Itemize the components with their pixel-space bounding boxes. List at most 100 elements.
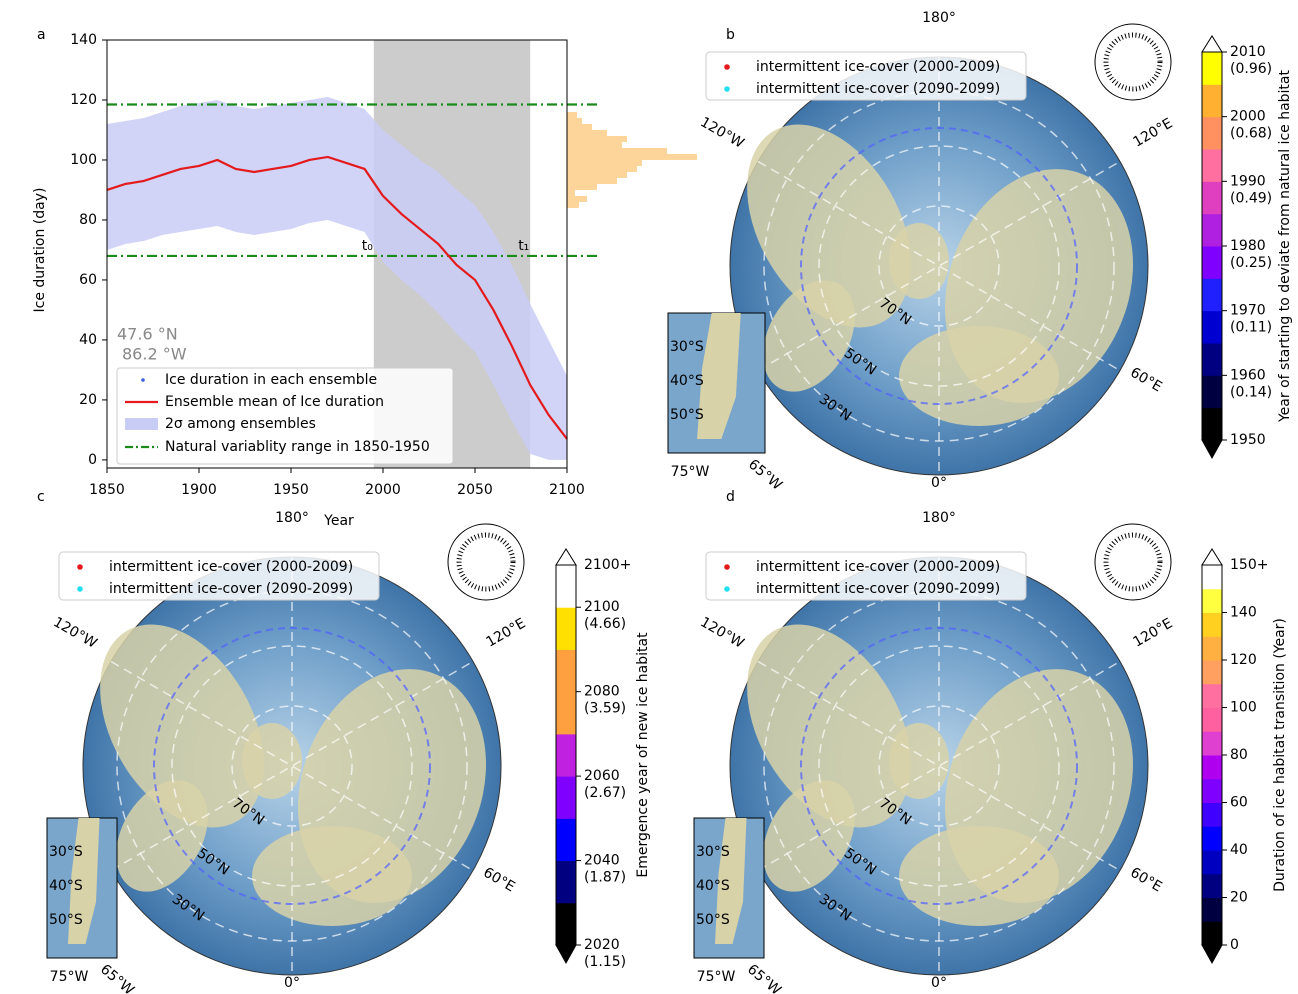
inset-lon-label: 65°W [745, 456, 785, 493]
colorbar-segment [1202, 565, 1222, 589]
legend-label: intermittent ice-cover (2000-2009) [756, 559, 1000, 575]
hist-bar [567, 154, 697, 160]
colorbar-segment [1202, 589, 1222, 613]
colorbar-segment [1202, 246, 1222, 279]
colorbar-segment [1202, 52, 1222, 85]
colorbar-tick-note: (0.11) [1230, 320, 1272, 336]
colorbar-tick-label: 2080 [584, 684, 620, 700]
legend-marker [77, 564, 83, 570]
colorbar-label: Emergence year of new ice habitat [635, 632, 651, 878]
location-label: 47.6 °N [117, 325, 178, 344]
longitude-label: 120°E [484, 615, 529, 650]
inset-lat-label: 40°S [696, 878, 730, 894]
colorbar-tick-label: 2100 [584, 599, 620, 615]
longitude-label: 60°E [1127, 365, 1164, 396]
colorbar-segment [1202, 278, 1222, 311]
colorbar-segment [1202, 755, 1222, 779]
inset-lat-label: 50°S [670, 407, 704, 423]
colorbar-segment [1202, 181, 1222, 214]
inset-lon-label: 75°W [50, 969, 89, 985]
colorbar-segment [556, 607, 576, 650]
x-tick-label: 1850 [89, 482, 125, 498]
colorbar-segment [556, 692, 576, 735]
legend-marker [724, 64, 730, 70]
ring-inner [1106, 35, 1160, 89]
colorbar-tick-note: (0.68) [1230, 126, 1272, 142]
colorbar-tick-note: (3.59) [584, 701, 626, 717]
inset-lat-label: 40°S [670, 373, 704, 389]
colorbar-segment [1202, 684, 1222, 708]
y-tick-label: 0 [88, 452, 97, 468]
longitude-label: 180° [922, 510, 956, 526]
x-tick-label: 2000 [365, 482, 401, 498]
hist-bar [567, 160, 642, 166]
colorbar-segment [1202, 850, 1222, 874]
legend-label: intermittent ice-cover (2090-2099) [756, 581, 1000, 597]
inset-lat-label: 50°S [696, 912, 730, 928]
period-label: t₀ [362, 238, 373, 254]
ring-inner [459, 535, 513, 589]
colorbar-segment [1202, 803, 1222, 827]
colorbar-under [1202, 440, 1222, 458]
colorbar-tick-label: 2000 [1230, 109, 1266, 125]
y-tick-label: 120 [70, 92, 97, 108]
longitude-label: 120°W [697, 114, 746, 152]
y-tick-label: 140 [70, 32, 97, 48]
hist-bar [567, 130, 607, 136]
y-tick-label: 100 [70, 152, 97, 168]
colorbar-segment [556, 649, 576, 692]
land [889, 723, 949, 799]
colorbar-segment [1202, 826, 1222, 850]
colorbar-segment [1202, 117, 1222, 150]
colorbar-segment [556, 734, 576, 777]
hist-bar [567, 136, 627, 142]
longitude-label: 180° [275, 510, 309, 526]
colorbar-tick-note: (1.15) [584, 954, 626, 970]
hist-bar [567, 196, 587, 202]
panel-letter: c [37, 489, 45, 505]
legend-label: 2σ among ensembles [165, 416, 316, 432]
colorbar-segment [556, 903, 576, 946]
colorbar-over [1202, 36, 1222, 52]
hist-bar [567, 178, 617, 184]
hist-bar [567, 172, 627, 178]
colorbar-label: Duration of ice habitat transition (Year… [1272, 618, 1288, 892]
land [899, 326, 1059, 426]
legend-marker [77, 586, 83, 592]
colorbar-segment [1202, 779, 1222, 803]
colorbar-tick-label: 1970 [1230, 303, 1266, 319]
colorbar-tick-note: (0.49) [1230, 190, 1272, 206]
colorbar-segment [1202, 311, 1222, 344]
legend-marker [724, 564, 730, 570]
y-tick-label: 60 [79, 272, 97, 288]
colorbar-tick-note: (0.96) [1230, 61, 1272, 77]
legend-marker [141, 378, 145, 382]
colorbar-tick-label: 80 [1230, 747, 1248, 763]
colorbar-extend-label: 150+ [1230, 557, 1268, 573]
colorbar-tick-label: 1990 [1230, 173, 1266, 189]
land [889, 223, 949, 299]
colorbar-segment [1202, 408, 1222, 441]
colorbar-segment [556, 818, 576, 861]
inset-lat-label: 30°S [696, 844, 730, 860]
panel-letter: d [726, 489, 735, 505]
legend-label: Natural variablity range in 1850-1950 [165, 439, 430, 455]
hist-bar [567, 118, 582, 124]
hist-bar [567, 142, 622, 148]
land [899, 826, 1059, 926]
period-label: t₁ [518, 238, 529, 254]
hist-bar [567, 184, 597, 190]
legend-label: intermittent ice-cover (2000-2009) [756, 59, 1000, 75]
colorbar-tick-note: (0.14) [1230, 384, 1272, 400]
legend-label: intermittent ice-cover (2090-2099) [756, 81, 1000, 97]
colorbar-segment [1202, 375, 1222, 408]
colorbar-tick-label: 2020 [584, 937, 620, 953]
inset-lon-label: 65°W [744, 961, 784, 994]
colorbar-segment [1202, 921, 1222, 945]
longitude-label: 120°W [50, 614, 99, 652]
colorbar-over [556, 549, 576, 565]
colorbar-tick-label: 140 [1230, 605, 1257, 621]
colorbar-segment [1202, 636, 1222, 660]
colorbar-tick-label: 40 [1230, 842, 1248, 858]
inset-lon-label: 75°W [697, 969, 736, 985]
